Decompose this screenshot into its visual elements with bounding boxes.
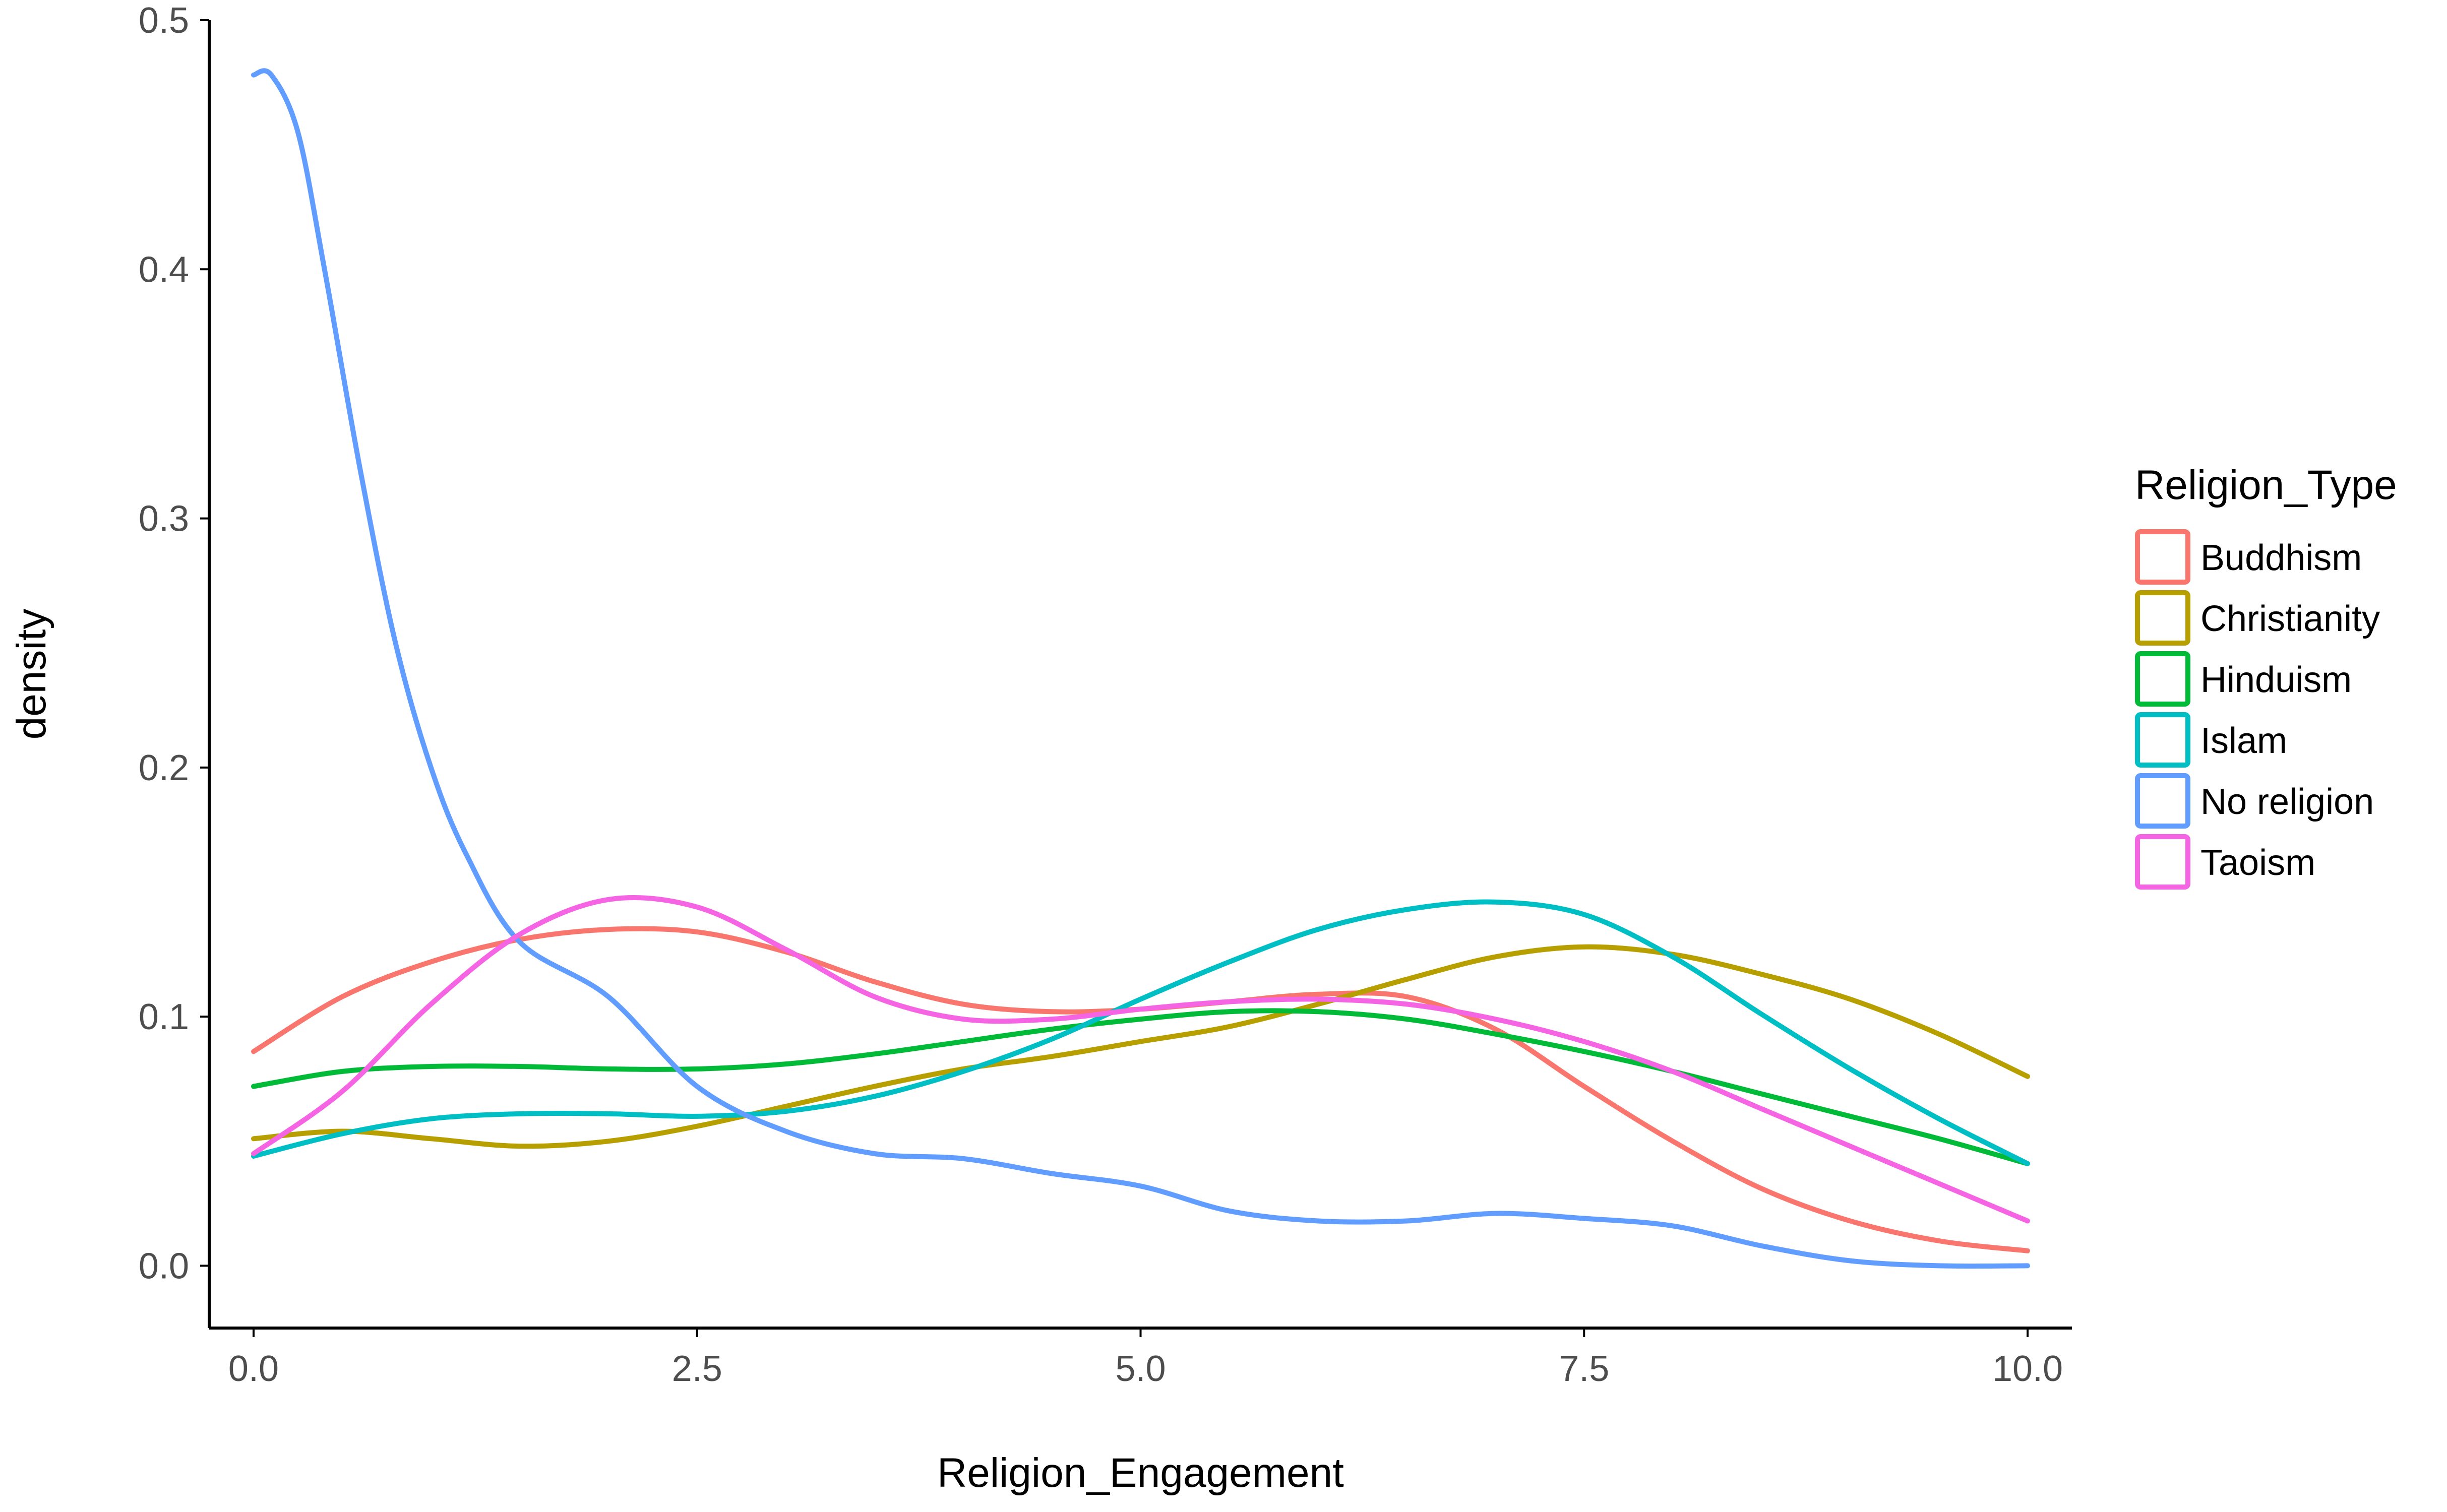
legend-key-swatch <box>2135 529 2190 585</box>
legend-label: Buddhism <box>2200 538 2362 578</box>
legend-item-buddhism: Buddhism <box>2135 529 2362 585</box>
legend-item-hinduism: Hinduism <box>2135 651 2352 707</box>
legend-item-islam: Islam <box>2135 712 2287 768</box>
legend: Religion_Type Buddhism Christianity Hindui… <box>2135 462 2397 890</box>
legend-label: Islam <box>2200 721 2287 761</box>
x-tick-label: 2.5 <box>672 1349 722 1389</box>
y-tick-label: 0.0 <box>139 1246 189 1286</box>
legend-label: No religion <box>2200 782 2374 822</box>
legend-label: Hinduism <box>2200 660 2352 700</box>
legend-label: Christianity <box>2200 599 2380 639</box>
legend-title: Religion_Type <box>2135 462 2397 508</box>
y-tick-label: 0.1 <box>139 997 189 1037</box>
series-layer <box>251 68 2030 1269</box>
x-tick-label: 7.5 <box>1559 1349 1609 1389</box>
series-line-christianity <box>251 944 2030 1149</box>
y-tick-label: 0.3 <box>139 499 189 539</box>
y-axis-title: density <box>9 609 54 740</box>
y-tick-label: 0.5 <box>139 1 189 41</box>
series-line-hinduism <box>251 1008 2030 1166</box>
x-tick-label: 5.0 <box>1115 1349 1166 1389</box>
legend-item-no-religion: No religion <box>2135 773 2374 829</box>
legend-key-swatch <box>2135 590 2190 646</box>
legend-key-swatch <box>2135 712 2190 768</box>
y-tick-label: 0.4 <box>139 249 189 290</box>
legend-key-swatch <box>2135 773 2190 829</box>
legend-item-christianity: Christianity <box>2135 590 2380 646</box>
legend-key-swatch <box>2135 834 2190 890</box>
series-line-islam <box>251 899 2030 1166</box>
plot-area: 0.0 2.5 5.0 7.5 10.0 0.0 0.1 0.2 0.3 0.4 0.5 <box>139 1 2072 1389</box>
y-tick-label: 0.2 <box>139 748 189 788</box>
x-tick-label: 0.0 <box>228 1349 279 1389</box>
series-line-no-religion <box>251 68 2030 1269</box>
series-line-taoism <box>251 895 2030 1224</box>
series-line-buddhism <box>251 926 2030 1253</box>
legend-items: Buddhism Christianity Hinduism Islam No reli… <box>2135 529 2380 890</box>
x-tick-label: 10.0 <box>1992 1349 2063 1389</box>
legend-item-taoism: Taoism <box>2135 834 2315 890</box>
y-axis-ticks: 0.0 0.1 0.2 0.3 0.4 0.5 <box>139 1 209 1286</box>
legend-key-swatch <box>2135 651 2190 707</box>
x-axis-ticks: 0.0 2.5 5.0 7.5 10.0 <box>228 1328 2063 1389</box>
legend-label: Taoism <box>2200 843 2315 883</box>
x-axis-title: Religion_Engagement <box>937 1450 1344 1496</box>
